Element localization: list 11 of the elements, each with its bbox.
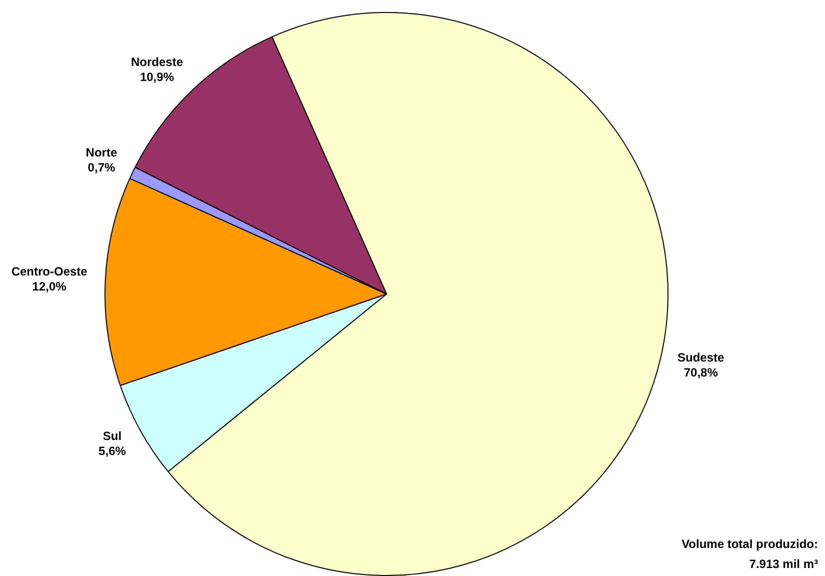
data-label: 12,0% [32, 280, 67, 294]
data-label: 10,9% [140, 70, 174, 84]
text: Volume total produzido: 7.913 mil m³ [682, 537, 818, 571]
slice-label: Sudeste [678, 350, 725, 365]
slice-label: Centro-Oeste [11, 264, 88, 279]
slice-label: Sul [102, 429, 122, 444]
slice-label: Nordeste [130, 54, 184, 69]
slice-label: Norte [86, 146, 118, 160]
data-label: 0,7% [88, 160, 116, 175]
data-label: 5,6% [98, 444, 126, 458]
data-label: 70,8% [684, 366, 718, 380]
